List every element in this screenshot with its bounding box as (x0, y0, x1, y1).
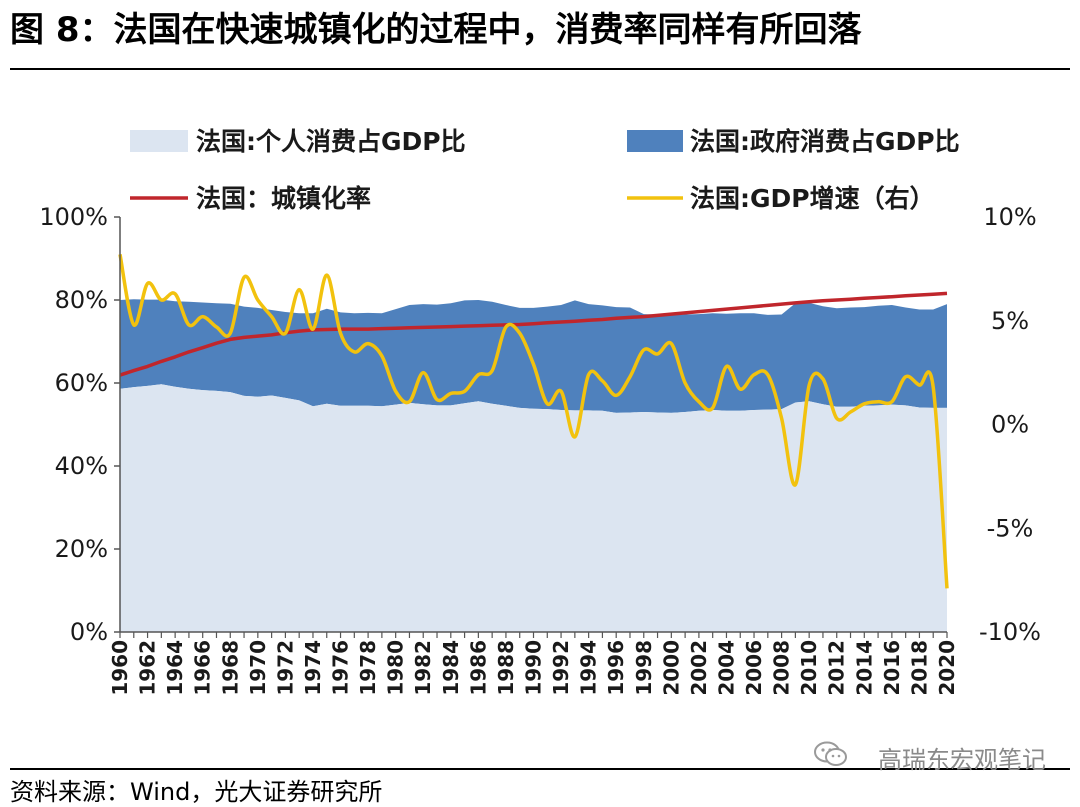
page-title: 图 8：法国在快速城镇化的过程中，消费率同样有所回落 (10, 10, 862, 50)
x-tick-label: 2010 (797, 640, 821, 696)
x-tick-label: 2002 (687, 640, 711, 696)
axes: 0% 20% 40% 60% 80% 100% -10% -5% 0% 5% 10% 1960 1962… (39, 203, 1041, 696)
x-tick-label: 1966 (191, 640, 215, 696)
x-tick-label: 1960 (108, 640, 132, 696)
y2-tick-label: 5% (991, 307, 1029, 335)
x-tick-label: 1996 (604, 640, 628, 696)
source-note: 资料来源：Wind，光大证券研究所 (10, 778, 383, 806)
x-tick-label: 2012 (825, 640, 849, 696)
x-tick-label: 1982 (411, 640, 435, 696)
x-tick-label: 1968 (218, 640, 242, 696)
x-tick-label: 1990 (522, 640, 546, 696)
x-tick-label: 1984 (439, 640, 463, 696)
x-tick-label: 2018 (907, 640, 931, 696)
x-tick-label: 1978 (356, 640, 380, 696)
legend-label-private: 法国:个人消费占GDP比 (196, 127, 466, 156)
series-line-gdp-growth (118, 254, 949, 589)
x-tick-label: 1976 (329, 640, 353, 696)
legend: 法国:个人消费占GDP比 法国:政府消费占GDP比 法国：城镇化率 法国:GDP… (130, 127, 960, 213)
legend-swatch-private (130, 130, 188, 152)
x-tick-label: 1994 (577, 640, 601, 696)
x-tick-label: 2004 (714, 640, 738, 696)
x-tick-label: 1998 (632, 640, 656, 696)
y-tick-label: 100% (39, 203, 108, 231)
y2-tick-label: -10% (979, 618, 1041, 646)
footer-divider (10, 768, 1070, 770)
x-tick-label: 1980 (384, 640, 408, 696)
series-area-government (120, 299, 947, 413)
x-tick-label: 2006 (742, 640, 766, 696)
x-tick-label: 1962 (136, 640, 160, 696)
x-tick-label: 1992 (549, 640, 573, 696)
x-tick-label: 1970 (246, 640, 270, 696)
x-tick-label: 2000 (659, 640, 683, 696)
title-divider (10, 68, 1070, 70)
y-tick-label: 60% (55, 369, 108, 397)
y-tick-label: 0% (70, 618, 108, 646)
watermark: 高瑞东宏观笔记 (878, 746, 1046, 774)
x-tick-label: 1972 (273, 640, 297, 696)
y-tick-label: 20% (55, 535, 108, 563)
legend-label-gdp-growth: 法国:GDP增速（右） (690, 184, 935, 213)
legend-label-government: 法国:政府消费占GDP比 (690, 127, 960, 156)
legend-label-urbanization: 法国：城镇化率 (196, 184, 371, 213)
wechat-icon (814, 741, 847, 766)
x-tick-label: 2014 (852, 640, 876, 696)
y2-tick-label: -5% (987, 514, 1034, 542)
x-tick-label: 1988 (494, 640, 518, 696)
x-tick-label: 1964 (163, 640, 187, 696)
y-tick-label: 80% (55, 286, 108, 314)
y2-tick-label: 0% (991, 411, 1029, 439)
series-line-urbanization (119, 291, 948, 377)
series-area-private (120, 384, 947, 632)
x-tick-label: 2008 (770, 640, 794, 696)
plot-area (118, 254, 949, 632)
y2-tick-label: 10% (983, 203, 1036, 231)
x-tick-label: 2020 (935, 640, 959, 696)
legend-swatch-government (627, 130, 683, 152)
x-tick-label: 2016 (880, 640, 904, 696)
y-tick-label: 40% (55, 452, 108, 480)
x-tick-label: 1986 (466, 640, 490, 696)
x-tick-label: 1974 (301, 640, 325, 696)
